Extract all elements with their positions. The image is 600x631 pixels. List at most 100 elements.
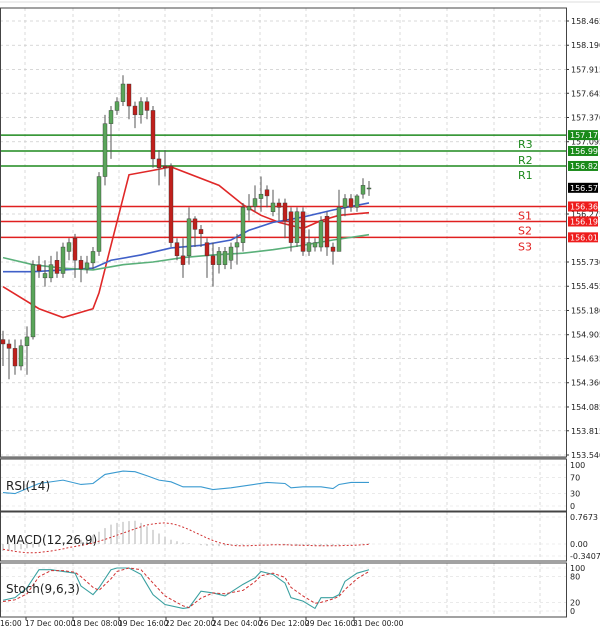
candle-body bbox=[6, 343, 12, 349]
candle-body bbox=[126, 83, 132, 107]
rsi-panel: 100 70 30 0 RSI(14) bbox=[0, 461, 585, 511]
candle bbox=[366, 180, 372, 196]
candle bbox=[66, 238, 72, 261]
candle bbox=[186, 207, 192, 265]
macd-title: MACD(12,26,9) bbox=[6, 533, 97, 547]
candle-body bbox=[342, 198, 348, 208]
time-label: 17 Dec 00:00 bbox=[25, 619, 76, 628]
panel-tick-label: 0.7673 bbox=[570, 513, 598, 522]
panel-tick-label: -0.3407 bbox=[570, 552, 600, 561]
candle-body bbox=[30, 264, 36, 338]
candle-body bbox=[282, 202, 288, 221]
panel-border bbox=[0, 458, 567, 512]
current-price-text: 156.572 bbox=[570, 184, 600, 193]
level-price-tag-text: 156.820 bbox=[570, 162, 600, 171]
candle-body bbox=[210, 255, 216, 265]
panel-tick-label: 20 bbox=[570, 598, 580, 607]
level-price-tag bbox=[568, 160, 598, 171]
candle-body bbox=[48, 264, 54, 279]
candle-body bbox=[174, 242, 180, 257]
candle bbox=[198, 225, 204, 248]
candle-body bbox=[72, 238, 78, 261]
candle-body bbox=[78, 260, 84, 270]
candle-body bbox=[258, 193, 264, 199]
candle bbox=[12, 339, 18, 375]
candle bbox=[108, 106, 114, 159]
candle bbox=[264, 185, 270, 208]
rsi-title: RSI(14) bbox=[6, 479, 50, 493]
candle bbox=[330, 242, 336, 265]
candle-body bbox=[264, 189, 270, 197]
candle-body bbox=[150, 110, 156, 160]
candle-body bbox=[12, 348, 18, 367]
price-tick-label: 153.815 bbox=[571, 427, 600, 436]
price-tick-label: 154.635 bbox=[571, 355, 600, 364]
candle-body bbox=[138, 101, 144, 116]
candle bbox=[126, 83, 132, 120]
price-tick-label: 157.370 bbox=[571, 113, 600, 122]
macd-panel: 0.7673 0.00 -0.3407 MACD(12,26,9) bbox=[0, 513, 600, 561]
panel-border bbox=[0, 562, 567, 618]
price-axis[interactable]: 158.465 158.190 157.915 157.645 157.370 157.0… bbox=[566, 17, 600, 460]
level-label-s3: S3 bbox=[518, 240, 532, 253]
time-label: 31 Dec 00:00 bbox=[353, 619, 404, 628]
price-tick-label: 153.540 bbox=[571, 451, 600, 460]
candle bbox=[348, 194, 354, 212]
candlesticks bbox=[0, 75, 372, 380]
candle bbox=[240, 202, 246, 252]
time-label: 24 Dec 04:00 bbox=[212, 619, 263, 628]
candle-body bbox=[180, 255, 186, 265]
candle-body bbox=[18, 345, 24, 367]
candle-body bbox=[36, 264, 42, 272]
candle bbox=[132, 101, 138, 129]
stoch-title: Stoch(9,6,3) bbox=[6, 582, 80, 596]
candle bbox=[246, 194, 252, 221]
candle-body bbox=[336, 207, 342, 252]
candle bbox=[318, 216, 324, 252]
time-label: 16:00 bbox=[0, 619, 22, 628]
current-price-tag bbox=[568, 182, 598, 193]
candle bbox=[192, 216, 198, 248]
candle bbox=[0, 330, 6, 366]
candle bbox=[6, 339, 12, 380]
price-tick-label: 158.190 bbox=[571, 41, 600, 50]
moving-average-line bbox=[2, 166, 370, 319]
candle bbox=[216, 247, 222, 274]
candle-body bbox=[102, 123, 108, 177]
level-label-r2: R2 bbox=[518, 154, 533, 167]
candle bbox=[312, 238, 318, 252]
candle bbox=[252, 185, 258, 212]
panel-tick-label: 100 bbox=[570, 564, 585, 573]
level-price-tag-text: 156.360 bbox=[570, 202, 600, 211]
candle bbox=[180, 238, 186, 278]
candle bbox=[48, 255, 54, 283]
candle bbox=[174, 238, 180, 261]
candle bbox=[306, 229, 312, 256]
candle bbox=[282, 198, 288, 239]
panel-tick-label: 30 bbox=[570, 490, 580, 499]
grid-lines bbox=[0, 8, 566, 617]
candle bbox=[168, 163, 174, 248]
candle bbox=[30, 260, 36, 340]
candle-body bbox=[246, 206, 252, 211]
candle bbox=[228, 242, 234, 270]
candle bbox=[294, 207, 300, 248]
candle bbox=[102, 114, 108, 186]
candle bbox=[162, 150, 168, 177]
candle-body bbox=[54, 260, 60, 274]
candle-body bbox=[240, 207, 246, 243]
candle-body bbox=[60, 246, 66, 274]
candle bbox=[60, 242, 66, 278]
level-price-tag-text: 156.190 bbox=[570, 217, 600, 226]
candle-body bbox=[90, 251, 96, 264]
level-label-r1: R1 bbox=[518, 169, 533, 182]
level-price-tag bbox=[568, 232, 598, 243]
candle bbox=[324, 211, 330, 256]
level-price-tag-text: 157.170 bbox=[570, 131, 600, 140]
panel-tick-label: 0 bbox=[570, 502, 575, 511]
panel-tick-label: 0 bbox=[570, 607, 575, 616]
candle bbox=[150, 106, 156, 168]
moving-averages bbox=[2, 166, 370, 319]
